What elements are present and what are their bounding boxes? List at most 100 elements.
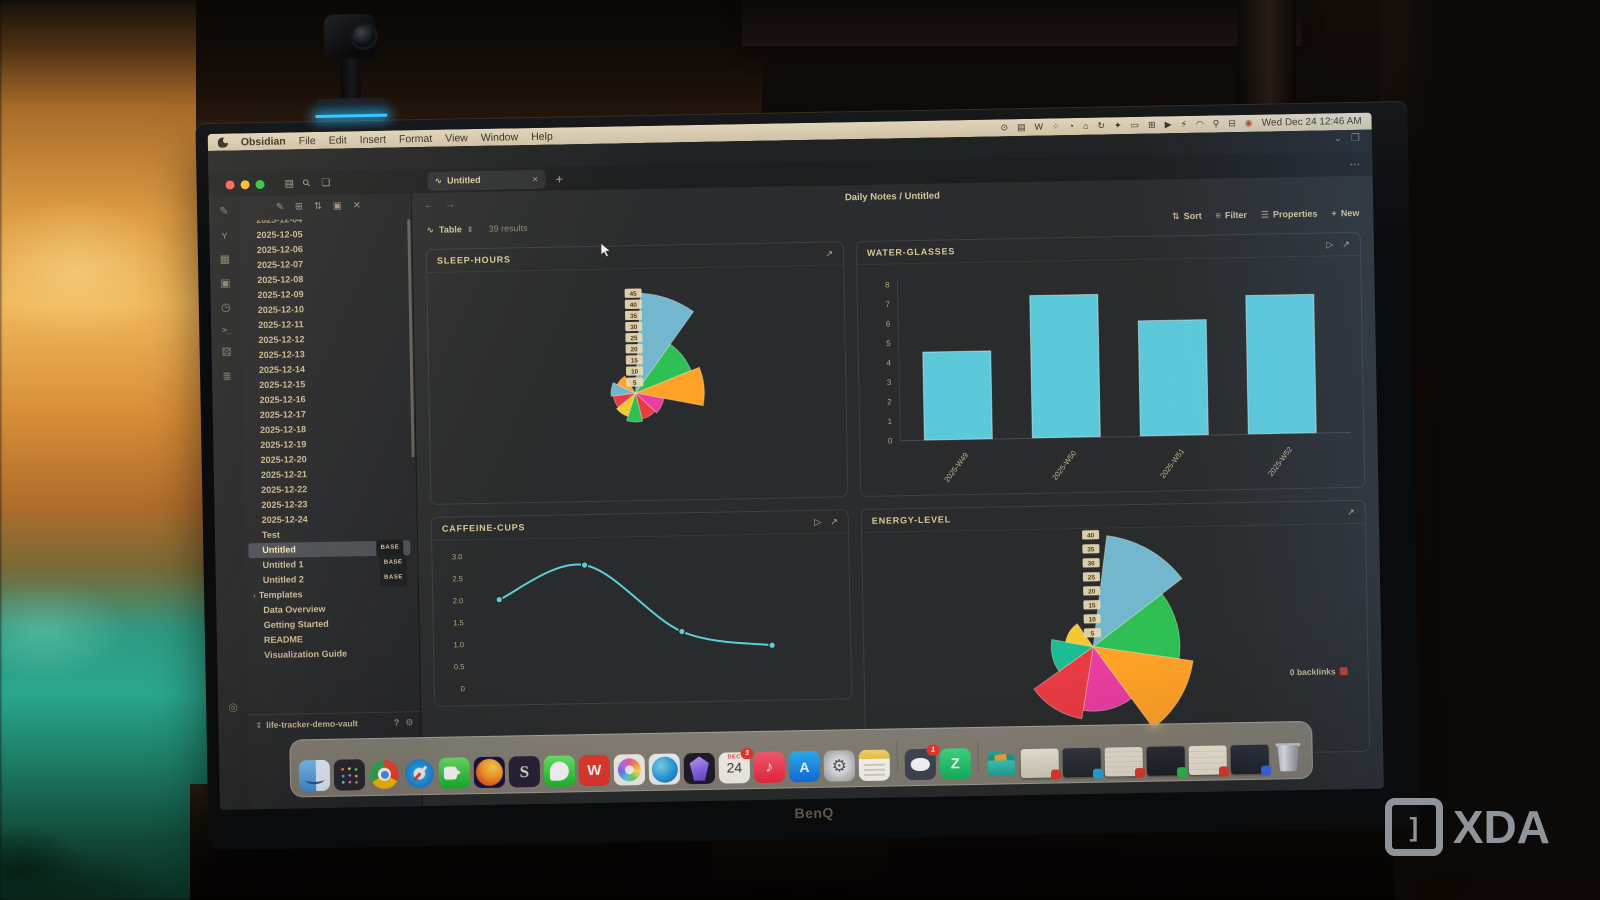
sort-button[interactable]: ⇅ Sort — [1171, 210, 1202, 222]
help-icon[interactable]: ◎ — [228, 701, 239, 714]
minimized-window-thumbnail[interactable] — [1062, 747, 1104, 779]
chevron-down-icon[interactable]: ⌄ — [1333, 133, 1343, 145]
menu-insert[interactable]: Insert — [359, 133, 387, 146]
minimize-window-button[interactable] — [240, 179, 250, 189]
menu-window[interactable]: Window — [480, 130, 519, 144]
dock-item-downloads-folder[interactable] — [986, 747, 1018, 779]
menu-obsidian[interactable]: Obsidian — [240, 135, 286, 148]
expand-chart-icon[interactable]: ↗ — [1347, 506, 1355, 517]
close-pane-icon[interactable]: ✕ — [352, 199, 361, 211]
control-center-icon[interactable]: ⊟ — [1228, 118, 1236, 129]
keyboard-icon[interactable]: ⊞ — [1148, 119, 1156, 130]
minimized-window-thumbnail[interactable] — [1146, 746, 1188, 778]
new-tab-button[interactable]: + — [555, 170, 564, 187]
document-icon[interactable]: ▤ — [1016, 121, 1026, 133]
canvas-icon[interactable]: ▦ — [219, 253, 231, 266]
menu-bar-clock[interactable]: Wed Dec 24 12:46 AM — [1261, 115, 1362, 129]
dock-item-music[interactable]: ♪ — [753, 751, 786, 784]
minimized-window-thumbnail[interactable] — [1020, 748, 1062, 780]
file-item-visualization-guide[interactable]: Visualization Guide — [264, 648, 348, 660]
dock-item-chrome[interactable] — [369, 759, 401, 791]
menu-edit[interactable]: Edit — [328, 133, 347, 147]
wifi-icon[interactable]: ◠ — [1195, 118, 1204, 129]
run-chart-icon[interactable]: ▷ — [814, 516, 822, 527]
expand-chart-icon[interactable]: ↗ — [1342, 238, 1350, 249]
random-note-icon[interactable]: ⚄ — [221, 346, 232, 359]
dock-item-app-store[interactable]: A — [788, 750, 821, 783]
bases-icon[interactable]: ≣ — [222, 370, 232, 383]
collapse-all-icon[interactable]: ▣ — [332, 199, 342, 212]
daily-note-icon[interactable]: ◷ — [220, 301, 231, 314]
close-window-button[interactable] — [225, 179, 235, 190]
dock-item-finder[interactable] — [298, 759, 331, 792]
file-item-untitled-2[interactable]: Untitled 2 BASE — [246, 569, 414, 588]
minimized-window-thumbnail[interactable] — [1230, 744, 1272, 776]
sort-order-icon[interactable]: ⇅ — [313, 200, 322, 212]
dock-item-wps-office[interactable]: W — [578, 754, 611, 787]
run-chart-icon[interactable]: ▷ — [1326, 238, 1334, 249]
tab-untitled[interactable]: ∿ Untitled ✕ — [427, 169, 546, 191]
dock-item-z-app[interactable]: Z — [939, 748, 972, 780]
expand-chart-icon[interactable]: ↗ — [825, 248, 834, 259]
webcam — [309, 13, 391, 127]
help-icon[interactable]: ? — [393, 717, 400, 728]
filter-button[interactable]: ≡ Filter — [1215, 209, 1247, 221]
minimized-window-thumbnail[interactable] — [1188, 745, 1230, 777]
terminal-icon[interactable]: >_ — [222, 325, 231, 335]
status-backlinks[interactable]: 0 backlinks — [1290, 666, 1348, 677]
new-note-icon[interactable]: ✎ — [275, 201, 285, 213]
dock-item-launchpad[interactable] — [333, 759, 366, 791]
graph-view-icon[interactable]: ʏ — [221, 229, 228, 242]
menu-view[interactable]: View — [445, 131, 468, 145]
menu-help[interactable]: Help — [531, 130, 553, 143]
minimized-window-thumbnail[interactable] — [1104, 746, 1146, 779]
dock-item-safari[interactable] — [404, 758, 436, 790]
dock-item-firefox[interactable] — [473, 756, 506, 789]
expand-chart-icon[interactable]: ↗ — [830, 515, 838, 527]
dock-item-discord[interactable]: 1 — [904, 744, 940, 781]
properties-button[interactable]: ☰ Properties — [1260, 208, 1318, 220]
menu-file[interactable]: File — [298, 134, 316, 147]
bluetooth-icon[interactable]: ✦ — [1113, 120, 1122, 131]
dock-item-notes[interactable] — [858, 749, 891, 782]
screen-mirroring-icon[interactable]: ⁘ — [1051, 121, 1060, 132]
dock-item-calendar[interactable]: DEC 24 3 — [718, 748, 754, 784]
battery-icon[interactable]: ⚡ — [1180, 118, 1187, 130]
tab-close-icon[interactable]: ✕ — [531, 174, 539, 184]
dock-item-s-app[interactable]: S — [508, 755, 541, 788]
dock-item-obsidian[interactable] — [683, 752, 716, 785]
vault-switcher[interactable]: ⇕ life-tracker-demo-vault ? ⚙ — [248, 711, 421, 736]
word-icon[interactable]: W — [1034, 121, 1044, 132]
window-panel-icon[interactable]: ❐ — [1350, 132, 1361, 144]
view-selector[interactable]: ∿ Table ⇕ 39 results — [426, 223, 528, 235]
shelf-beam — [742, 0, 1302, 46]
sync-icon[interactable]: ↻ — [1097, 120, 1106, 131]
menu-format[interactable]: Format — [398, 132, 433, 145]
dock-item-edge-browser[interactable] — [648, 753, 681, 785]
new-folder-icon[interactable]: ⊞ — [294, 200, 304, 212]
spotlight-search-icon[interactable]: ⚲ — [1212, 118, 1220, 129]
home-icon[interactable]: ⌂ — [1082, 120, 1089, 131]
new-button[interactable]: + New — [1331, 207, 1360, 219]
svg-text:4: 4 — [886, 358, 891, 367]
now-playing-icon[interactable]: ▶ — [1164, 119, 1172, 130]
time-machine-icon[interactable]: ◔ — [1068, 121, 1075, 132]
new-note-icon[interactable]: ✎ — [219, 205, 229, 218]
bookmark-icon[interactable]: ❏ — [321, 177, 331, 189]
zoom-window-button[interactable] — [255, 179, 265, 189]
folder-icon[interactable]: ▤ — [284, 177, 295, 190]
grammarly-icon[interactable]: ⊙ — [1000, 122, 1009, 133]
dock-item-system-settings[interactable]: ⚙ — [823, 750, 856, 782]
carplay-icon[interactable]: ▭ — [1130, 119, 1140, 131]
chart-title-water: WATER-GLASSES — [866, 246, 956, 258]
card-view-icon[interactable]: ▣ — [220, 277, 231, 290]
dock-item-facetime[interactable] — [438, 757, 471, 789]
dock-item-trash[interactable] — [1272, 742, 1304, 774]
search-icon[interactable]: ⚲ — [301, 176, 315, 190]
screen-record-icon[interactable]: ◉ — [1244, 117, 1253, 128]
apple-menu-icon[interactable] — [217, 137, 228, 148]
dock-item-messages[interactable] — [543, 755, 576, 787]
dock-item-photos[interactable] — [613, 754, 646, 786]
tab-options-icon[interactable]: ⋯ — [1349, 158, 1361, 171]
settings-gear-icon[interactable]: ⚙ — [405, 716, 414, 727]
